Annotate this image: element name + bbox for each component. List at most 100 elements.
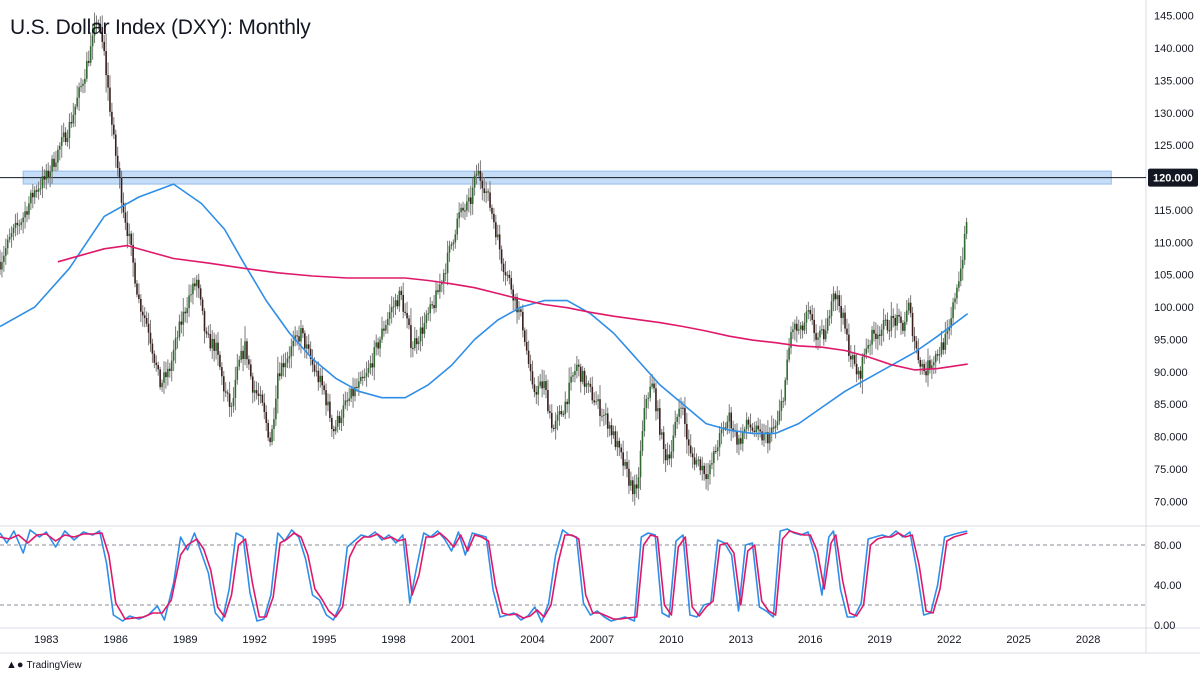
candle-body <box>481 180 484 189</box>
candle-body <box>10 233 13 237</box>
candle-body <box>217 342 219 355</box>
candle-body <box>311 358 314 365</box>
candle-body <box>759 429 761 432</box>
candle-body <box>24 211 26 218</box>
candle-body <box>203 311 206 332</box>
candle-body <box>278 373 281 377</box>
candle-body <box>86 60 88 79</box>
candle-body <box>62 132 65 138</box>
candle-body <box>848 334 850 356</box>
candle-body <box>74 106 77 115</box>
candle-body <box>240 350 242 360</box>
candle-body <box>417 341 420 345</box>
price-highlight-label: 120.000 <box>1153 173 1193 185</box>
candle-body <box>738 438 740 445</box>
candle-body <box>857 370 860 375</box>
candle-body <box>145 318 148 324</box>
candle-body <box>55 162 57 167</box>
candle-body <box>730 412 733 429</box>
candle-body <box>749 424 752 428</box>
candle-body <box>956 287 958 299</box>
candle-body <box>867 345 869 349</box>
candle-body <box>489 192 491 208</box>
candle-body <box>379 339 381 349</box>
candle-body <box>632 480 634 495</box>
candle-body <box>354 386 356 397</box>
candle-body <box>931 365 933 369</box>
candle-body <box>909 302 912 313</box>
candle-body <box>782 400 785 402</box>
candle-body <box>64 132 67 143</box>
candle-body <box>961 259 964 269</box>
candle-body <box>282 363 285 368</box>
candle-body <box>774 425 777 429</box>
candle-body <box>533 384 536 392</box>
candle-body <box>882 320 885 330</box>
time-tick-label: 2004 <box>520 634 544 646</box>
candle-body <box>132 244 134 263</box>
candle-body <box>116 155 119 169</box>
candle-body <box>905 310 908 322</box>
candle-body <box>257 393 260 396</box>
time-tick-label: 2007 <box>590 634 614 646</box>
candle-body <box>392 306 395 308</box>
moving-averages <box>0 183 969 435</box>
candle-body <box>201 299 204 312</box>
tradingview-brand[interactable]: ▲● TradingView <box>6 659 82 671</box>
candle-body <box>504 272 507 276</box>
candle-body <box>197 279 200 289</box>
candle-body <box>43 176 46 180</box>
candle-body <box>294 335 296 341</box>
candle-body <box>834 293 837 300</box>
candle-body <box>572 375 574 377</box>
price-tick-label: 130.000 <box>1154 108 1194 120</box>
candle-body <box>861 357 864 379</box>
candle-body <box>684 408 686 424</box>
candle-body <box>741 432 744 444</box>
candle-body <box>896 314 898 326</box>
candle-body <box>224 391 227 393</box>
candle-body <box>809 310 812 315</box>
candle-body <box>506 274 509 276</box>
candle-body <box>904 321 906 331</box>
oscillator-tick-label: 80.00 <box>1154 540 1182 552</box>
candle-body <box>72 114 75 124</box>
candle-body <box>454 234 457 243</box>
candle-body <box>581 370 584 382</box>
candle-body <box>219 354 221 368</box>
candle-body <box>523 330 526 342</box>
candle-body <box>680 407 682 409</box>
candle-body <box>302 328 304 334</box>
time-tick-label: 2016 <box>798 634 822 646</box>
price-tick-label: 145.000 <box>1154 11 1194 23</box>
price-tick-label: 135.000 <box>1154 75 1194 87</box>
candle-body <box>215 342 217 351</box>
candle-body <box>948 327 951 331</box>
price-tick-label: 80.000 <box>1154 432 1188 444</box>
candle-body <box>496 234 499 238</box>
candle-body <box>622 452 624 466</box>
candle-body <box>361 376 364 379</box>
candle-body <box>813 319 815 334</box>
candle-body <box>194 283 196 287</box>
price-tick-label: 75.000 <box>1154 464 1188 476</box>
candle-body <box>701 465 704 471</box>
candle-body <box>205 331 208 334</box>
candle-body <box>965 222 968 234</box>
price-tick-label: 95.000 <box>1154 334 1188 346</box>
candle-body <box>265 412 268 423</box>
candle-body <box>113 124 115 135</box>
candle-body <box>616 440 619 448</box>
candle-body <box>697 459 700 461</box>
candle-body <box>363 376 366 379</box>
candle-body <box>450 244 453 246</box>
candle-body <box>321 375 323 386</box>
candle-body <box>940 342 943 355</box>
candle-body <box>853 355 856 364</box>
candle-body <box>776 421 779 426</box>
candle-body <box>604 413 607 415</box>
candle-body <box>659 408 661 435</box>
candle-body <box>794 323 796 330</box>
candle-body <box>958 281 960 288</box>
